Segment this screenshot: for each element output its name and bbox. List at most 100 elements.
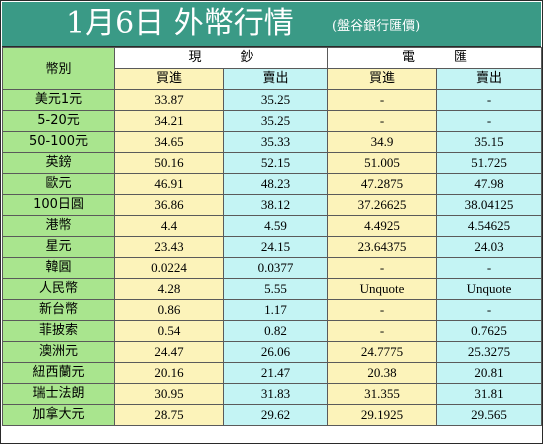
currency-name-cell: 韓圓 xyxy=(2,257,115,279)
cash-sell-cell: 29.62 xyxy=(222,404,329,426)
cash-sell-cell: 1.17 xyxy=(222,299,329,321)
cash-buy-cell: 0.54 xyxy=(114,320,224,342)
currency-name-cell: 紐西蘭元 xyxy=(2,362,115,384)
cash-sell-cell: 5.55 xyxy=(222,278,329,300)
cash-sell-cell: 35.25 xyxy=(222,89,329,111)
table-row: 人民幣 4.28 5.55 Unquote Unquote xyxy=(2,278,543,300)
currency-column-header: 幣別 xyxy=(2,47,115,90)
cash-buy-cell: 20.16 xyxy=(114,362,224,384)
cash-sell-cell: 24.15 xyxy=(222,236,329,258)
transfer-sell-cell: 0.7625 xyxy=(436,320,543,342)
cash-group-header: 現 鈔 xyxy=(113,47,329,69)
cash-sell-cell: 0.82 xyxy=(222,320,329,342)
transfer-buy-cell: 47.2875 xyxy=(327,173,438,195)
table-row: 英鎊 50.16 52.15 51.005 51.725 xyxy=(2,152,543,174)
cash-buy-cell: 0.86 xyxy=(114,299,224,321)
cash-sell-cell: 0.0377 xyxy=(222,257,329,279)
transfer-sell-cell: 38.04125 xyxy=(436,194,543,216)
transfer-buy-cell: 4.4925 xyxy=(327,215,438,237)
transfer-buy-cell: - xyxy=(327,110,438,132)
currency-name-cell: 美元1元 xyxy=(2,89,115,111)
cash-buy-cell: 23.43 xyxy=(114,236,224,258)
cash-buy-cell: 33.87 xyxy=(114,89,224,111)
cash-sell-header: 賣出 xyxy=(222,68,329,90)
transfer-buy-cell: 37.26625 xyxy=(327,194,438,216)
currency-name-cell: 英鎊 xyxy=(2,152,115,174)
page-title: 1月6日 外幣行情 xyxy=(66,6,294,41)
currency-name-cell: 歐元 xyxy=(2,173,115,195)
table-row: 美元1元 33.87 35.25- - xyxy=(2,89,543,111)
transfer-sell-header: 賣出 xyxy=(436,68,543,90)
cash-buy-header: 買進 xyxy=(114,68,224,90)
currency-name-cell: 港幣 xyxy=(2,215,115,237)
table-row: 星元 23.43 24.15 23.64375 24.03 xyxy=(2,236,543,258)
cash-buy-cell: 0.0224 xyxy=(114,257,224,279)
header-group-row: 幣別 現 鈔 電 匯 xyxy=(2,47,543,90)
currency-name-cell: 菲披索 xyxy=(2,320,115,342)
cash-buy-cell: 34.65 xyxy=(114,131,224,153)
table-row: 加拿大元 28.75 29.62 29.1925 29.565 xyxy=(2,404,543,426)
currency-name-cell: 新台幣 xyxy=(2,299,115,321)
cash-buy-cell: 24.47 xyxy=(114,341,224,363)
transfer-buy-cell: Unquote xyxy=(327,278,438,300)
transfer-buy-cell: 51.005 xyxy=(327,152,438,174)
table-row: 瑞士法朗 30.95 31.83 31.355 31.81 xyxy=(2,383,543,405)
cash-sell-cell: 31.83 xyxy=(222,383,329,405)
cash-buy-cell: 4.28 xyxy=(114,278,224,300)
cash-sell-cell: 35.25 xyxy=(222,110,329,132)
currency-name-cell: 加拿大元 xyxy=(2,404,115,426)
table-row: 50-100元 34.65 35.33 34.9 35.15 xyxy=(2,131,543,153)
cash-buy-cell: 50.16 xyxy=(114,152,224,174)
currency-name-cell: 50-100元 xyxy=(2,131,115,153)
table-row: 紐西蘭元 20.16 21.47 20.38 20.81 xyxy=(2,362,543,384)
exchange-rate-table: 幣別 現 鈔 電 匯 買進 賣出 買進 賣出 美元1元 33.87 35.25- -5… xyxy=(2,47,543,426)
transfer-sell-cell: - xyxy=(436,299,543,321)
transfer-sell-cell: Unquote xyxy=(436,278,543,300)
table-row: 100日圓 36.86 38.12 37.26625 38.04125 xyxy=(2,194,543,216)
cash-sell-cell: 35.33 xyxy=(222,131,329,153)
transfer-buy-cell: - xyxy=(327,257,438,279)
transfer-buy-cell: 29.1925 xyxy=(327,404,438,426)
cash-buy-cell: 28.75 xyxy=(114,404,224,426)
currency-name-cell: 澳洲元 xyxy=(2,341,115,363)
transfer-sell-cell: 31.81 xyxy=(436,383,543,405)
cash-buy-cell: 46.91 xyxy=(114,173,224,195)
transfer-buy-cell: 24.7775 xyxy=(327,341,438,363)
currency-name-cell: 瑞士法朗 xyxy=(2,383,115,405)
table-row: 澳洲元 24.47 26.06 24.7775 25.3275 xyxy=(2,341,543,363)
transfer-sell-cell: 35.15 xyxy=(436,131,543,153)
bank-source-label: (盤谷銀行匯價) xyxy=(332,19,421,34)
transfer-sell-cell: 29.565 xyxy=(436,404,543,426)
cash-buy-cell: 4.4 xyxy=(114,215,224,237)
transfer-buy-cell: 23.64375 xyxy=(327,236,438,258)
table-row: 新台幣 0.86 1.17- - xyxy=(2,299,543,321)
currency-name-cell: 5-20元 xyxy=(2,110,115,132)
cash-sell-cell: 38.12 xyxy=(222,194,329,216)
transfer-buy-cell: 34.9 xyxy=(327,131,438,153)
transfer-sell-cell: 25.3275 xyxy=(436,341,543,363)
header-sub-row: 買進 賣出 買進 賣出 xyxy=(3,68,543,90)
table-row: 菲披索 0.54 0.82-0.7625 xyxy=(2,320,543,342)
transfer-buy-cell: 31.355 xyxy=(327,383,438,405)
transfer-buy-cell: 20.38 xyxy=(327,362,438,384)
transfer-sell-cell: 24.03 xyxy=(436,236,543,258)
table-row: 歐元 46.91 48.23 47.2875 47.98 xyxy=(2,173,543,195)
currency-name-cell: 人民幣 xyxy=(2,278,115,300)
cash-sell-cell: 52.15 xyxy=(222,152,329,174)
transfer-buy-cell: - xyxy=(327,320,438,342)
table-row: 韓圓 0.0224 0.0377- - xyxy=(2,257,543,279)
transfer-group-header: 電 匯 xyxy=(327,47,543,69)
cash-sell-cell: 4.59 xyxy=(222,215,329,237)
transfer-sell-cell: 20.81 xyxy=(436,362,543,384)
title-bar: 1月6日 外幣行情 (盤谷銀行匯價) xyxy=(2,2,541,47)
transfer-sell-cell: - xyxy=(436,257,543,279)
table-row: 港幣 4.4 4.59 4.4925 4.54625 xyxy=(2,215,543,237)
currency-name-cell: 100日圓 xyxy=(2,194,115,216)
cash-sell-cell: 48.23 xyxy=(222,173,329,195)
cash-buy-cell: 36.86 xyxy=(114,194,224,216)
cash-sell-cell: 26.06 xyxy=(222,341,329,363)
transfer-sell-cell: - xyxy=(436,89,543,111)
transfer-sell-cell: 4.54625 xyxy=(436,215,543,237)
currency-name-cell: 星元 xyxy=(2,236,115,258)
